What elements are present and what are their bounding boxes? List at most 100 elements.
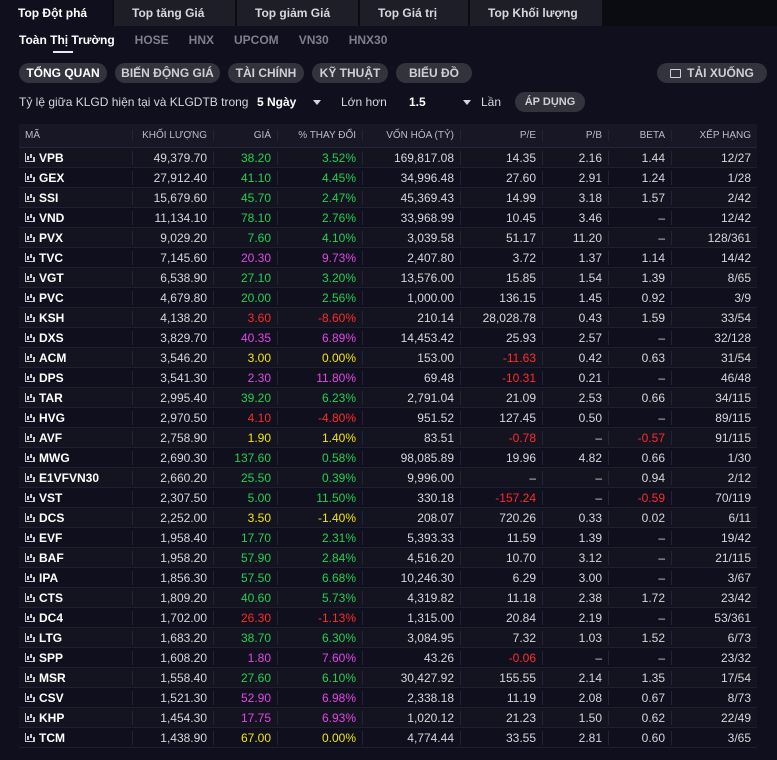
bar-chart-icon[interactable]	[25, 593, 35, 602]
view-tab-technical[interactable]: KỸ THUẬT	[312, 63, 388, 83]
cell-symbol[interactable]: CTS	[19, 590, 133, 605]
cell-symbol[interactable]: MSR	[19, 670, 133, 685]
cell-symbol[interactable]: ACM	[19, 350, 133, 365]
table-row[interactable]: CTS 1,809.20 40.60 5.73% 4,319.82 11.18 2.38 1.…	[19, 588, 757, 608]
view-tab-overview[interactable]: TỔNG QUAN	[19, 63, 107, 83]
table-row[interactable]: VGT 6,538.90 27.10 3.20% 13,576.00 15.85 1.54 1…	[19, 268, 757, 288]
bar-chart-icon[interactable]	[25, 533, 35, 542]
ratio-select[interactable]: 1.5	[409, 95, 471, 109]
table-row[interactable]: ACM 3,546.20 3.00 0.00% 153.00 -11.63 0.42 0.63…	[19, 348, 757, 368]
cell-symbol[interactable]: EVF	[19, 530, 133, 545]
view-tab-financial[interactable]: TÀI CHÍNH	[228, 63, 304, 83]
bar-chart-icon[interactable]	[25, 353, 35, 362]
bar-chart-icon[interactable]	[25, 173, 35, 182]
table-row[interactable]: KHP 1,454.30 17.75 6.93% 1,020.12 21.23 1.50 0.…	[19, 708, 757, 728]
tab-exchange-upcom[interactable]: UPCOM	[234, 33, 279, 47]
bar-chart-icon[interactable]	[25, 153, 35, 162]
table-row[interactable]: MSR 1,558.40 27.60 6.10% 30,427.92 155.55 2.14…	[19, 668, 757, 688]
cell-symbol[interactable]: PVX	[19, 230, 133, 245]
cell-symbol[interactable]: HVG	[19, 410, 133, 425]
cell-symbol[interactable]: TVC	[19, 250, 133, 265]
table-row[interactable]: SPP 1,608.20 1.80 7.60% 43.26 -0.06– –23/32	[19, 648, 757, 668]
bar-chart-icon[interactable]	[25, 253, 35, 262]
table-row[interactable]: HVG 2,970.50 4.10 -4.80% 951.52 127.45 0.50– 89…	[19, 408, 757, 428]
bar-chart-icon[interactable]	[25, 713, 35, 722]
apply-button[interactable]: ÁP DỤNG	[515, 92, 585, 112]
cell-symbol[interactable]: DCS	[19, 510, 133, 525]
header-market-cap[interactable]: VỐN HÓA (TỶ)	[363, 130, 461, 141]
table-row[interactable]: EVF 1,958.40 17.70 2.31% 5,393.33 11.59 1.39– 1…	[19, 528, 757, 548]
table-row[interactable]: DCS 2,252.00 3.50 -1.40% 208.07 720.26 0.33 0.0…	[19, 508, 757, 528]
tab-exchange-all[interactable]: Toàn Thị Trường	[19, 33, 115, 53]
cell-symbol[interactable]: TAR	[19, 390, 133, 405]
tab-top-khoi-luong[interactable]: Top Khối lượng	[470, 0, 602, 26]
table-row[interactable]: MWG 2,690.30 137.60 0.58% 98,085.89 19.96 4.82…	[19, 448, 757, 468]
bar-chart-icon[interactable]	[25, 273, 35, 282]
table-row[interactable]: E1VFVN30 2,660.20 25.50 0.39% 9,996.00– –0.94…	[19, 468, 757, 488]
table-row[interactable]: IPA 1,856.30 57.50 6.68% 10,246.30 6.29 3.00– 3…	[19, 568, 757, 588]
bar-chart-icon[interactable]	[25, 233, 35, 242]
bar-chart-icon[interactable]	[25, 393, 35, 402]
bar-chart-icon[interactable]	[25, 213, 35, 222]
table-row[interactable]: GEX 27,912.40 41.10 4.45% 34,996.48 27.60 2.91…	[19, 168, 757, 188]
cell-symbol[interactable]: PVC	[19, 290, 133, 305]
period-select[interactable]: 5 Ngày	[257, 95, 321, 109]
cell-symbol[interactable]: E1VFVN30	[19, 470, 133, 485]
bar-chart-icon[interactable]	[25, 433, 35, 442]
bar-chart-icon[interactable]	[25, 333, 35, 342]
table-row[interactable]: VND 11,134.10 78.10 2.76% 33,968.99 10.45 3.46…	[19, 208, 757, 228]
cell-symbol[interactable]: CSV	[19, 690, 133, 705]
cell-symbol[interactable]: LTG	[19, 630, 133, 645]
cell-symbol[interactable]: SSI	[19, 190, 133, 205]
cell-symbol[interactable]: SPP	[19, 650, 133, 665]
table-row[interactable]: BAF 1,958.20 57.90 2.84% 4,516.20 10.70 3.12– 2…	[19, 548, 757, 568]
cell-symbol[interactable]: MWG	[19, 450, 133, 465]
tab-top-tang-gia[interactable]: Top tăng Giá	[114, 0, 235, 26]
tab-exchange-hose[interactable]: HOSE	[134, 33, 169, 47]
cell-symbol[interactable]: VPB	[19, 150, 133, 165]
table-row[interactable]: AVF 2,758.90 1.90 1.40% 83.51 -0.78– -0.57 91/1…	[19, 428, 757, 448]
header-pb[interactable]: P/B	[543, 130, 609, 141]
table-row[interactable]: TVC 7,145.60 20.30 9.73% 2,407.80 3.72 1.37 1.1…	[19, 248, 757, 268]
table-row[interactable]: CSV 1,521.30 52.90 6.98% 2,338.18 11.19 2.08 0.…	[19, 688, 757, 708]
table-row[interactable]: PVC 4,679.80 20.00 2.56% 1,000.00 136.15 1.45 0…	[19, 288, 757, 308]
tab-top-giam-gia[interactable]: Top giảm Giá	[237, 0, 358, 26]
header-change[interactable]: % THAY ĐỔI	[278, 130, 363, 141]
cell-symbol[interactable]: TCM	[19, 730, 133, 745]
cell-symbol[interactable]: BAF	[19, 550, 133, 565]
table-row[interactable]: VST 2,307.50 5.00 11.50% 330.18 -157.24– -0.59…	[19, 488, 757, 508]
bar-chart-icon[interactable]	[25, 653, 35, 662]
cell-symbol[interactable]: AVF	[19, 430, 133, 445]
bar-chart-icon[interactable]	[25, 573, 35, 582]
table-row[interactable]: SSI 15,679.60 45.70 2.47% 45,369.43 14.99 3.18…	[19, 188, 757, 208]
header-rank[interactable]: XẾP HẠNG	[699, 130, 752, 141]
cell-symbol[interactable]: DXS	[19, 330, 133, 345]
cell-symbol[interactable]: GEX	[19, 170, 133, 185]
header-price[interactable]: GIÁ	[214, 130, 278, 141]
bar-chart-icon[interactable]	[25, 193, 35, 202]
bar-chart-icon[interactable]	[25, 693, 35, 702]
tab-exchange-vn30[interactable]: VN30	[298, 33, 329, 47]
view-tab-price-movement[interactable]: BIẾN ĐỘNG GIÁ	[115, 63, 220, 83]
bar-chart-icon[interactable]	[25, 733, 35, 742]
bar-chart-icon[interactable]	[25, 673, 35, 682]
table-row[interactable]: DC4 1,702.00 26.30 -1.13% 1,315.00 20.84 2.19–…	[19, 608, 757, 628]
tab-exchange-hnx[interactable]: HNX	[188, 33, 215, 47]
header-pe[interactable]: P/E	[461, 130, 543, 141]
table-row[interactable]: TAR 2,995.40 39.20 6.23% 2,791.04 21.09 2.53 0.…	[19, 388, 757, 408]
cell-symbol[interactable]: DC4	[19, 610, 133, 625]
bar-chart-icon[interactable]	[25, 553, 35, 562]
bar-chart-icon[interactable]	[25, 453, 35, 462]
tab-exchange-hnx30[interactable]: HNX30	[348, 33, 388, 47]
tab-top-dot-pha[interactable]: Top Đột phá	[0, 0, 112, 26]
bar-chart-icon[interactable]	[25, 493, 35, 502]
table-row[interactable]: DPS 3,541.30 2.30 11.80% 69.48 -10.31 0.21– 46/…	[19, 368, 757, 388]
table-row[interactable]: KSH 4,138.20 3.60 -8.60% 210.14 28,028.78 0.43…	[19, 308, 757, 328]
cell-symbol[interactable]: VGT	[19, 270, 133, 285]
header-beta[interactable]: BETA	[609, 130, 672, 141]
header-volume[interactable]: KHỐI LƯỢNG	[133, 130, 214, 141]
bar-chart-icon[interactable]	[25, 293, 35, 302]
tab-top-gia-tri[interactable]: Top Giá trị	[360, 0, 468, 26]
cell-symbol[interactable]: DPS	[19, 370, 133, 385]
cell-symbol[interactable]: KSH	[19, 310, 133, 325]
